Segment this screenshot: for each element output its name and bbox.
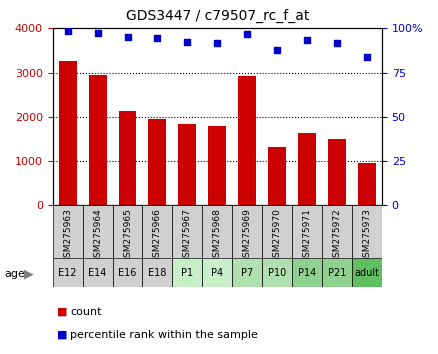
FancyBboxPatch shape — [82, 258, 112, 287]
Point — [213, 41, 220, 46]
Text: GSM275968: GSM275968 — [212, 208, 221, 263]
FancyBboxPatch shape — [112, 258, 142, 287]
Text: GSM275965: GSM275965 — [123, 208, 132, 263]
Text: P1: P1 — [181, 268, 193, 278]
Text: GSM275967: GSM275967 — [183, 208, 191, 263]
Text: P14: P14 — [297, 268, 315, 278]
Bar — [297, 133, 315, 205]
Point — [154, 35, 161, 41]
FancyBboxPatch shape — [172, 258, 202, 287]
Bar — [148, 120, 166, 205]
Text: GSM275966: GSM275966 — [152, 208, 162, 263]
Text: ■: ■ — [57, 307, 67, 316]
Bar — [88, 75, 106, 205]
Text: percentile rank within the sample: percentile rank within the sample — [70, 330, 258, 339]
Text: adult: adult — [353, 268, 378, 278]
Text: ■: ■ — [57, 330, 67, 339]
Text: count: count — [70, 307, 102, 316]
Text: E16: E16 — [118, 268, 136, 278]
Point — [184, 40, 191, 45]
Text: P4: P4 — [211, 268, 223, 278]
FancyBboxPatch shape — [291, 205, 321, 258]
Bar — [59, 61, 77, 205]
Text: P7: P7 — [240, 268, 253, 278]
FancyBboxPatch shape — [142, 205, 172, 258]
Text: GSM275963: GSM275963 — [63, 208, 72, 263]
FancyBboxPatch shape — [351, 258, 381, 287]
FancyBboxPatch shape — [202, 205, 232, 258]
Bar — [178, 124, 196, 205]
Text: E12: E12 — [58, 268, 77, 278]
Text: GSM275971: GSM275971 — [302, 208, 311, 263]
FancyBboxPatch shape — [261, 258, 291, 287]
Point — [124, 34, 131, 40]
Bar — [238, 76, 256, 205]
Bar — [357, 163, 375, 205]
Text: GSM275964: GSM275964 — [93, 208, 102, 263]
FancyBboxPatch shape — [172, 205, 202, 258]
Bar — [268, 147, 286, 205]
Text: GSM275972: GSM275972 — [332, 208, 341, 263]
FancyBboxPatch shape — [321, 205, 351, 258]
FancyBboxPatch shape — [82, 205, 112, 258]
Text: E14: E14 — [88, 268, 106, 278]
Text: GSM275973: GSM275973 — [362, 208, 371, 263]
Point — [303, 37, 310, 43]
FancyBboxPatch shape — [261, 205, 291, 258]
FancyBboxPatch shape — [53, 258, 82, 287]
Title: GDS3447 / c79507_rc_f_at: GDS3447 / c79507_rc_f_at — [125, 9, 308, 23]
FancyBboxPatch shape — [232, 258, 261, 287]
Point — [64, 28, 71, 34]
FancyBboxPatch shape — [351, 205, 381, 258]
FancyBboxPatch shape — [291, 258, 321, 287]
Text: ▶: ▶ — [24, 268, 34, 281]
FancyBboxPatch shape — [321, 258, 351, 287]
Bar — [118, 111, 136, 205]
Point — [94, 30, 101, 36]
Text: P21: P21 — [327, 268, 346, 278]
Bar — [327, 139, 345, 205]
Text: GSM275969: GSM275969 — [242, 208, 251, 263]
Point — [333, 41, 340, 46]
Text: P10: P10 — [268, 268, 286, 278]
Text: E18: E18 — [148, 268, 166, 278]
Text: GSM275970: GSM275970 — [272, 208, 281, 263]
FancyBboxPatch shape — [202, 258, 232, 287]
FancyBboxPatch shape — [142, 258, 172, 287]
Point — [363, 54, 370, 59]
FancyBboxPatch shape — [53, 205, 82, 258]
FancyBboxPatch shape — [112, 205, 142, 258]
Bar — [208, 126, 226, 205]
FancyBboxPatch shape — [232, 205, 261, 258]
Text: age: age — [4, 269, 25, 279]
Point — [273, 47, 280, 52]
Point — [243, 31, 250, 36]
